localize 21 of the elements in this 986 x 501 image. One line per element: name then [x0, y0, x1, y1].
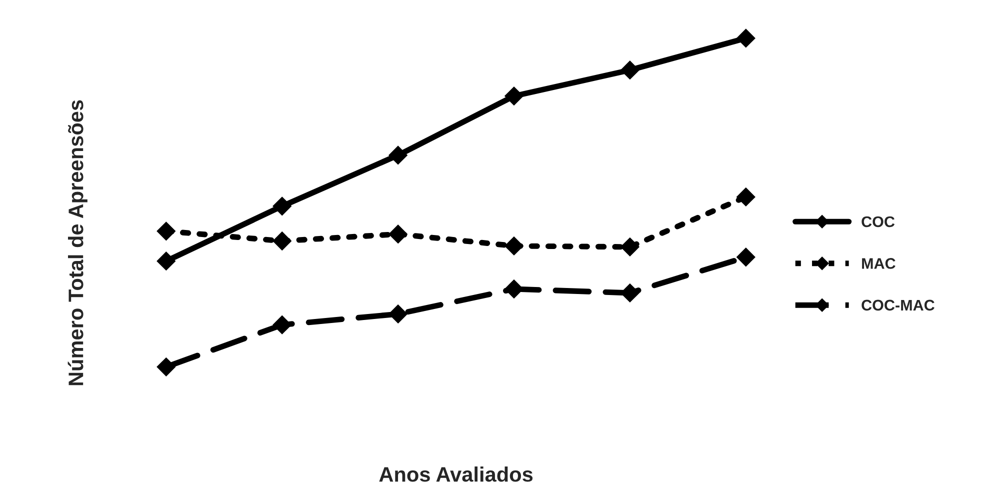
point [272, 196, 292, 216]
point [736, 188, 756, 206]
legend-label: COC-MAC [862, 300, 934, 311]
y-axis-title: Número Total de Apreensões [68, 100, 88, 386]
point [156, 252, 176, 270]
point [388, 304, 408, 324]
legend-label: COC [862, 216, 895, 228]
point [620, 238, 640, 256]
point [272, 232, 292, 250]
point [388, 224, 408, 244]
legend-label: MAC [862, 258, 896, 269]
point [156, 222, 176, 241]
point [620, 60, 640, 80]
x-axis-title: Anos Avaliados [379, 466, 533, 482]
point [388, 146, 408, 165]
point [736, 28, 756, 48]
point [504, 86, 524, 106]
point [736, 248, 756, 266]
point [156, 358, 176, 376]
point [272, 315, 292, 334]
point [504, 236, 524, 256]
